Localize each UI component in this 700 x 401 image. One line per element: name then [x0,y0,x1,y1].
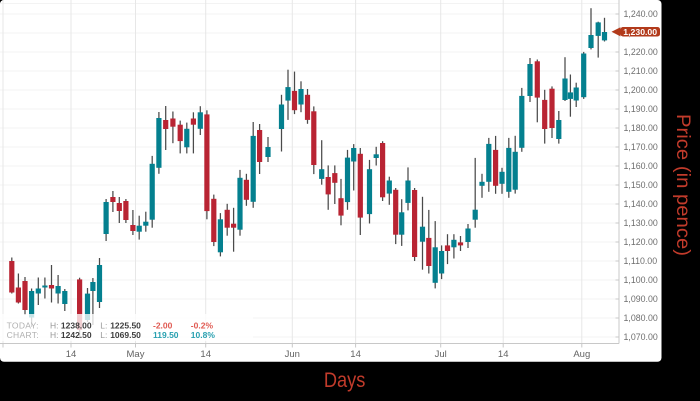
svg-text:Jun: Jun [285,349,300,360]
svg-text:1225.50: 1225.50 [110,320,141,330]
svg-text:1,220.00: 1,220.00 [624,47,658,57]
svg-text:-0.2%: -0.2% [191,320,214,330]
svg-text:14: 14 [498,349,509,360]
svg-text:-2.00: -2.00 [153,320,173,330]
svg-text:1,240.00: 1,240.00 [624,9,658,19]
svg-text:119.50: 119.50 [153,330,179,340]
svg-text:TODAY:: TODAY: [7,320,39,330]
svg-text:1242.50: 1242.50 [61,330,92,340]
svg-text:1,170.00: 1,170.00 [624,142,658,152]
svg-text:14: 14 [200,349,211,360]
svg-text:Price (in pence): Price (in pence) [672,114,693,256]
svg-text:1,150.00: 1,150.00 [624,180,658,190]
svg-text:May: May [127,349,145,360]
svg-text:10.8%: 10.8% [191,330,216,340]
svg-text:14: 14 [350,349,361,360]
svg-text:1,230.00: 1,230.00 [623,27,657,37]
svg-text:CHART:: CHART: [7,330,39,340]
svg-text:1238.00: 1238.00 [61,320,92,330]
svg-text:1,100.00: 1,100.00 [624,275,658,285]
svg-text:H:: H: [50,330,59,340]
svg-text:1,110.00: 1,110.00 [624,256,658,266]
svg-text:14: 14 [66,349,77,360]
svg-text:Days: Days [324,369,366,392]
svg-text:1,210.00: 1,210.00 [624,66,658,76]
svg-text:1,160.00: 1,160.00 [624,161,658,171]
svg-text:L:: L: [100,320,107,330]
svg-text:1,180.00: 1,180.00 [624,123,658,133]
svg-text:1,140.00: 1,140.00 [624,199,658,209]
svg-text:1069.50: 1069.50 [110,330,141,340]
svg-text:L:: L: [100,330,107,340]
svg-text:1,190.00: 1,190.00 [624,104,658,114]
svg-text:1,070.00: 1,070.00 [624,332,658,342]
svg-text:1,200.00: 1,200.00 [624,85,658,95]
svg-text:1,130.00: 1,130.00 [624,218,658,228]
svg-text:1,080.00: 1,080.00 [624,313,658,323]
svg-text:1,120.00: 1,120.00 [624,237,658,247]
svg-text:1,090.00: 1,090.00 [624,294,658,304]
svg-text:H:: H: [50,320,59,330]
svg-text:Jul: Jul [435,349,447,360]
svg-text:Aug: Aug [573,349,590,360]
